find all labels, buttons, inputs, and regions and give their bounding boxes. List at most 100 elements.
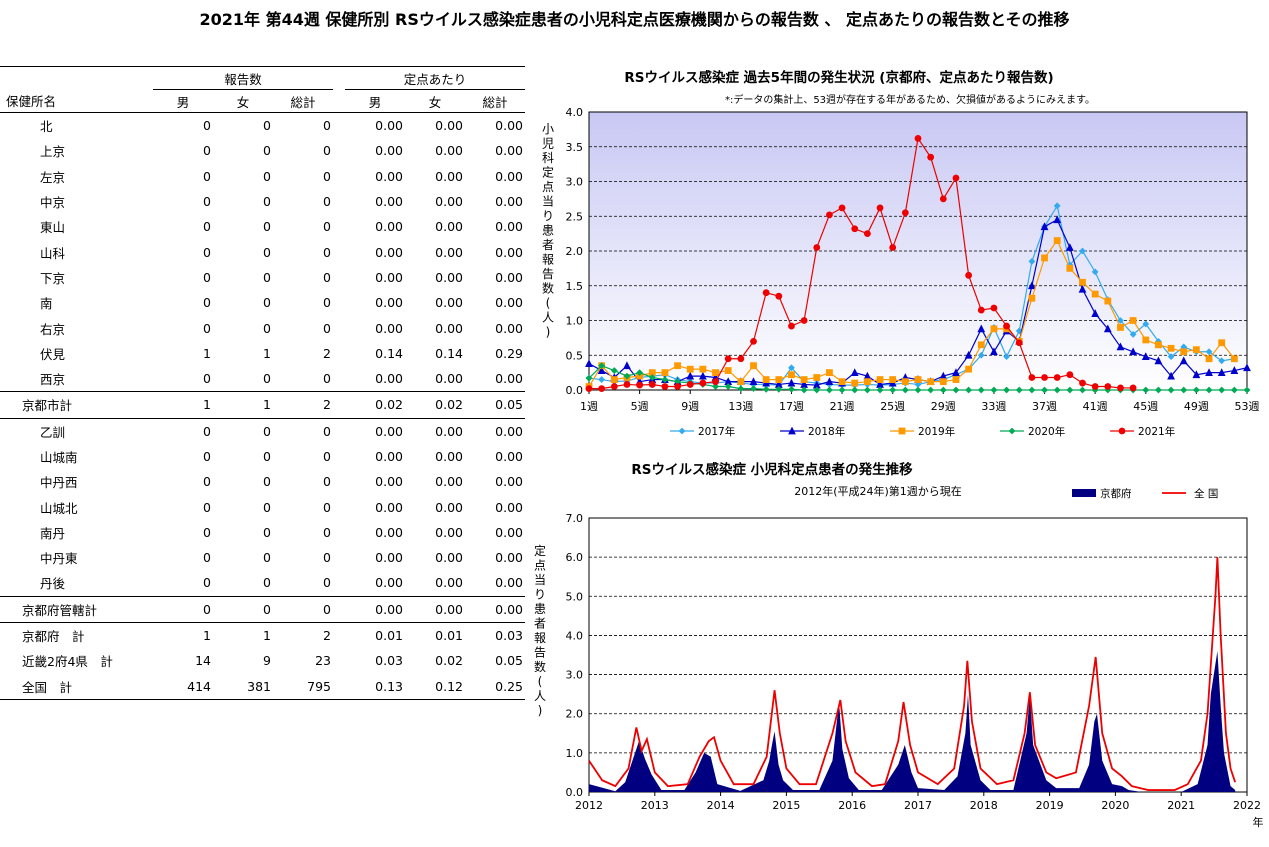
chart1-point-2019年	[1053, 237, 1061, 244]
table-row: 乙訓 0 0 0 0.00 0.00 0.00	[0, 418, 525, 444]
chart1-point-2021年	[813, 244, 821, 251]
table-row: 左京 0 0 0 0.00 0.00 0.00	[0, 164, 525, 189]
chart1-point-2019年	[876, 376, 884, 383]
chart1-point-2021年	[863, 230, 871, 238]
row-name: 山城南	[40, 450, 78, 465]
chart1-point-2017年	[1091, 268, 1099, 276]
chart1-point-2021年	[1066, 371, 1074, 379]
row-value: 381	[213, 673, 273, 700]
cell-gap	[333, 595, 345, 623]
row-value: 0	[323, 499, 331, 515]
chart2-y-tick-label: 2.0	[566, 708, 584, 721]
chart2-x-tick-label: 2012	[575, 799, 603, 812]
chart1-point-2021年	[750, 337, 757, 345]
chart1-point-2019年	[610, 376, 618, 383]
row-name: 西京	[40, 372, 66, 388]
chart1-point-2020年	[901, 386, 909, 394]
chart1-point-2020年	[1180, 386, 1188, 394]
chart1-point-2018年	[977, 324, 986, 333]
row-value: 1	[213, 391, 273, 419]
row-value: 0.00	[375, 295, 403, 311]
row-value: 0	[323, 449, 331, 464]
chart1-x-tick-label: 37週	[1032, 400, 1057, 413]
row-value: 1	[263, 628, 271, 644]
chart1-point-2018年	[1205, 368, 1213, 377]
chart1-point-2021年	[1079, 379, 1086, 387]
chart1-point-2019年	[1192, 346, 1200, 354]
chart1-point-2019年	[851, 379, 859, 387]
chart2-y-tick-label: 1.0	[566, 747, 584, 760]
row-value: 0	[203, 371, 211, 387]
row-value: 0.14	[435, 345, 463, 361]
chart1-x-tick-label: 29週	[931, 400, 956, 413]
chart1-point-2018年	[1192, 370, 1201, 379]
row-value: 0.14	[375, 345, 403, 361]
chart1-point-2018年	[1065, 243, 1074, 251]
table-row: 中京 0 0 0 0.00 0.00 0.00	[0, 189, 525, 214]
chart1-point-2019年	[965, 365, 973, 373]
row-value: 0.00	[495, 575, 523, 591]
row-value: 0.00	[495, 143, 523, 159]
chart1-x-tick-label: 17週	[779, 400, 804, 413]
row-value: 0.00	[375, 550, 403, 566]
chart1-point-2021年	[965, 271, 973, 279]
row-name: 上京	[40, 144, 66, 160]
chart1-point-2021年	[1015, 339, 1023, 347]
row-value: 0	[323, 474, 331, 490]
chart1-point-2020年	[851, 386, 859, 394]
chart1-point-2021年	[826, 211, 833, 219]
chart1-point-2020年	[623, 372, 631, 380]
chart2-x-tick-label: 2013	[641, 799, 669, 812]
chart1-point-2021年	[952, 174, 960, 182]
chart1-point-2020年	[927, 386, 935, 394]
chart1-legend-label: 2019年	[918, 425, 955, 438]
row-value: 0	[203, 244, 211, 260]
chart1-y-tick-label: 1.5	[566, 280, 584, 293]
row-value: 0.00	[495, 118, 523, 134]
chart1-point-2018年	[1027, 281, 1036, 290]
row-value: 0	[323, 168, 331, 184]
chart1-point-2021年	[914, 135, 922, 142]
chart1-point-2021年	[927, 153, 935, 161]
group-header-reports: 報告数	[153, 66, 333, 90]
chart1-legend-label: 2021年	[1138, 425, 1175, 438]
chart1-point-2018年	[1116, 342, 1125, 351]
chart1-point-2019年	[863, 378, 871, 386]
chart1-x-tick-label: 5週	[631, 400, 649, 413]
chart2-legend-label: 京都府	[1100, 487, 1132, 500]
chart1-point-2018年	[863, 371, 872, 380]
row-value: 0	[323, 524, 331, 540]
row-value: 2	[273, 391, 333, 419]
row-value: 0	[323, 575, 331, 591]
chart2-line-全 国	[588, 557, 1237, 791]
chart1-point-2018年	[1217, 368, 1226, 377]
row-value: 0.00	[495, 474, 523, 490]
chart1-point-2020年	[610, 367, 618, 374]
chart1-point-2018年	[623, 361, 631, 370]
cell-gap	[333, 673, 345, 700]
row-value: 0	[323, 244, 331, 260]
row-name: 山科	[40, 245, 66, 261]
chart1-point-2018年	[1167, 371, 1175, 380]
column-header: 総計	[273, 89, 333, 113]
row-value: 0.00	[375, 474, 403, 490]
chart1-point-2019年	[1129, 317, 1137, 324]
table-row: 京都市計 1 1 2 0.02 0.02 0.05	[0, 391, 525, 419]
table-row: 山城北 0 0 0 0.00 0.00 0.00	[0, 494, 525, 519]
chart1-point-2021年	[686, 381, 694, 388]
chart2-x-tick-label: 2019	[1036, 799, 1064, 812]
row-value: 0	[203, 449, 211, 464]
row-value: 0	[323, 194, 331, 210]
chart1-point-2017年	[1003, 353, 1010, 361]
row-value: 0.00	[495, 295, 523, 311]
table-row: 西京 0 0 0 0.00 0.00 0.00	[0, 366, 525, 392]
chart1-y-axis-label: 小児科定点当り患者報告数(人)	[542, 122, 554, 339]
row-name: 東山	[40, 220, 66, 236]
row-name: 丹後	[40, 576, 66, 592]
chart1-point-2019年	[1230, 355, 1238, 363]
chart1-point-2020年	[939, 386, 947, 394]
chart2-y-tick-label: 7.0	[566, 512, 584, 525]
chart1-point-2018年	[876, 380, 884, 388]
row-value: 0.00	[375, 269, 403, 285]
chart1-x-tick-label: 45週	[1133, 400, 1158, 413]
